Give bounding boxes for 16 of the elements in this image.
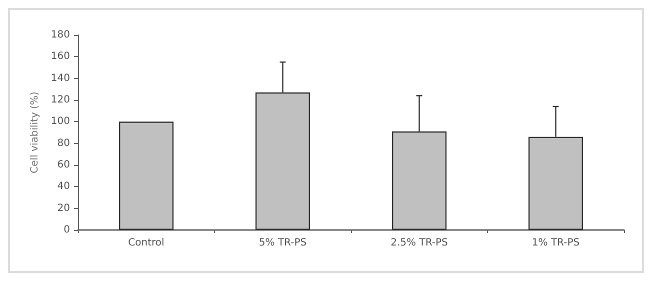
y-tick-label: 40 [57,181,70,192]
y-axis-title: Cell viability (%) [30,92,41,174]
y-tick-label: 80 [57,138,70,149]
x-tick-label: 5% TR-PS [258,238,307,248]
y-tick-label: 60 [57,160,70,170]
x-tick-label: 2.5% TR-PS [390,238,448,248]
bar [118,122,174,230]
y-tick-label: 0 [64,224,70,236]
y-tick-label: 140 [50,72,70,84]
y-tick-label: 180 [50,30,70,40]
y-tick-label: 160 [50,51,70,62]
x-tick-label: Control [128,238,164,248]
y-tick-label: 20 [57,202,70,214]
y-tick-label: 120 [50,94,70,106]
x-tick-label: 1% TR-PS [532,238,580,248]
y-tick-label: 100 [50,116,70,128]
